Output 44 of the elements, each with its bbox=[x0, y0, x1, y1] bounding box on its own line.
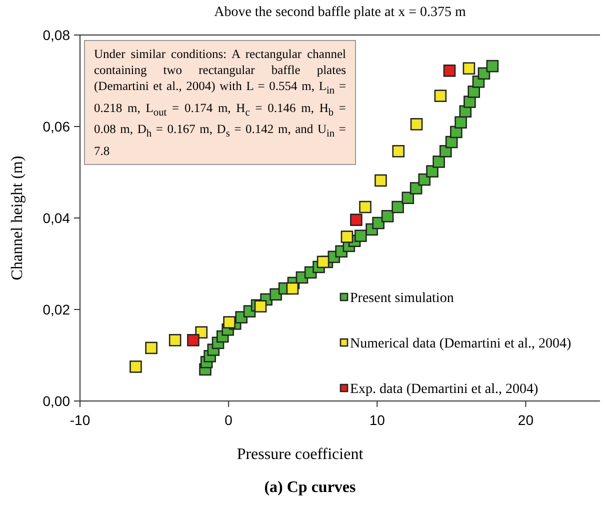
x-tick-label: 10 bbox=[369, 412, 386, 428]
point bbox=[340, 230, 354, 243]
point bbox=[145, 342, 158, 354]
point bbox=[464, 96, 476, 108]
x-axis-title: Pressure coefficient bbox=[236, 446, 364, 463]
chart-title: Above the second baffle plate at x = 0.375 m bbox=[214, 5, 466, 20]
point bbox=[443, 64, 456, 77]
text: Under similar conditions: A rectangular channel containing two rectangular baffle plates (Demartini et al., 2004) with L = 0.554 m, L$_{in}$ = 0.218 m, L$_{out}$ = 0.174 m, H$_{c}$ = 0.146 m, H$_{b}$ = 0.08 m, D$_{h}$ = 0.167 m, D$_{s}$ = 0.142 m, and U$_{in}$ = 7.8 bbox=[94, 47, 346, 158]
point bbox=[223, 316, 236, 328]
y-tick-label: 0,02 bbox=[42, 301, 70, 318]
legend-label: Exp. data (Demartini et al., 2004) bbox=[350, 382, 538, 397]
point bbox=[354, 230, 367, 242]
legend-label: Present simulation bbox=[350, 290, 454, 306]
x-tick-label: 20 bbox=[518, 412, 534, 428]
point bbox=[130, 360, 142, 373]
point bbox=[316, 256, 330, 268]
x-tick-label: 0 bbox=[224, 412, 233, 428]
point bbox=[410, 118, 423, 130]
point bbox=[402, 192, 414, 204]
point bbox=[434, 90, 447, 102]
point bbox=[392, 200, 404, 214]
point bbox=[486, 60, 499, 72]
point bbox=[286, 282, 299, 295]
y-axis-title: Channel height (m) bbox=[9, 156, 26, 280]
point bbox=[168, 334, 182, 346]
point bbox=[392, 145, 405, 158]
point bbox=[187, 334, 200, 346]
point bbox=[381, 210, 394, 222]
point bbox=[374, 174, 387, 187]
y-tick-label: 0,08 bbox=[42, 26, 70, 43]
x-tick-label: -10 bbox=[70, 412, 90, 428]
point bbox=[426, 165, 438, 178]
y-tick-label: 0,06 bbox=[42, 118, 70, 134]
y-tick-label: 0,04 bbox=[42, 210, 70, 226]
y-tick-label: 0,00 bbox=[42, 392, 70, 409]
point bbox=[454, 116, 467, 129]
point bbox=[359, 200, 372, 214]
point bbox=[410, 182, 422, 194]
point bbox=[462, 62, 476, 75]
point bbox=[350, 214, 362, 226]
point bbox=[254, 300, 267, 312]
point bbox=[432, 156, 445, 168]
legend-label: Numerical data (Demartini et al., 2004) bbox=[350, 336, 572, 352]
text: (a) Cp curves bbox=[264, 479, 356, 496]
